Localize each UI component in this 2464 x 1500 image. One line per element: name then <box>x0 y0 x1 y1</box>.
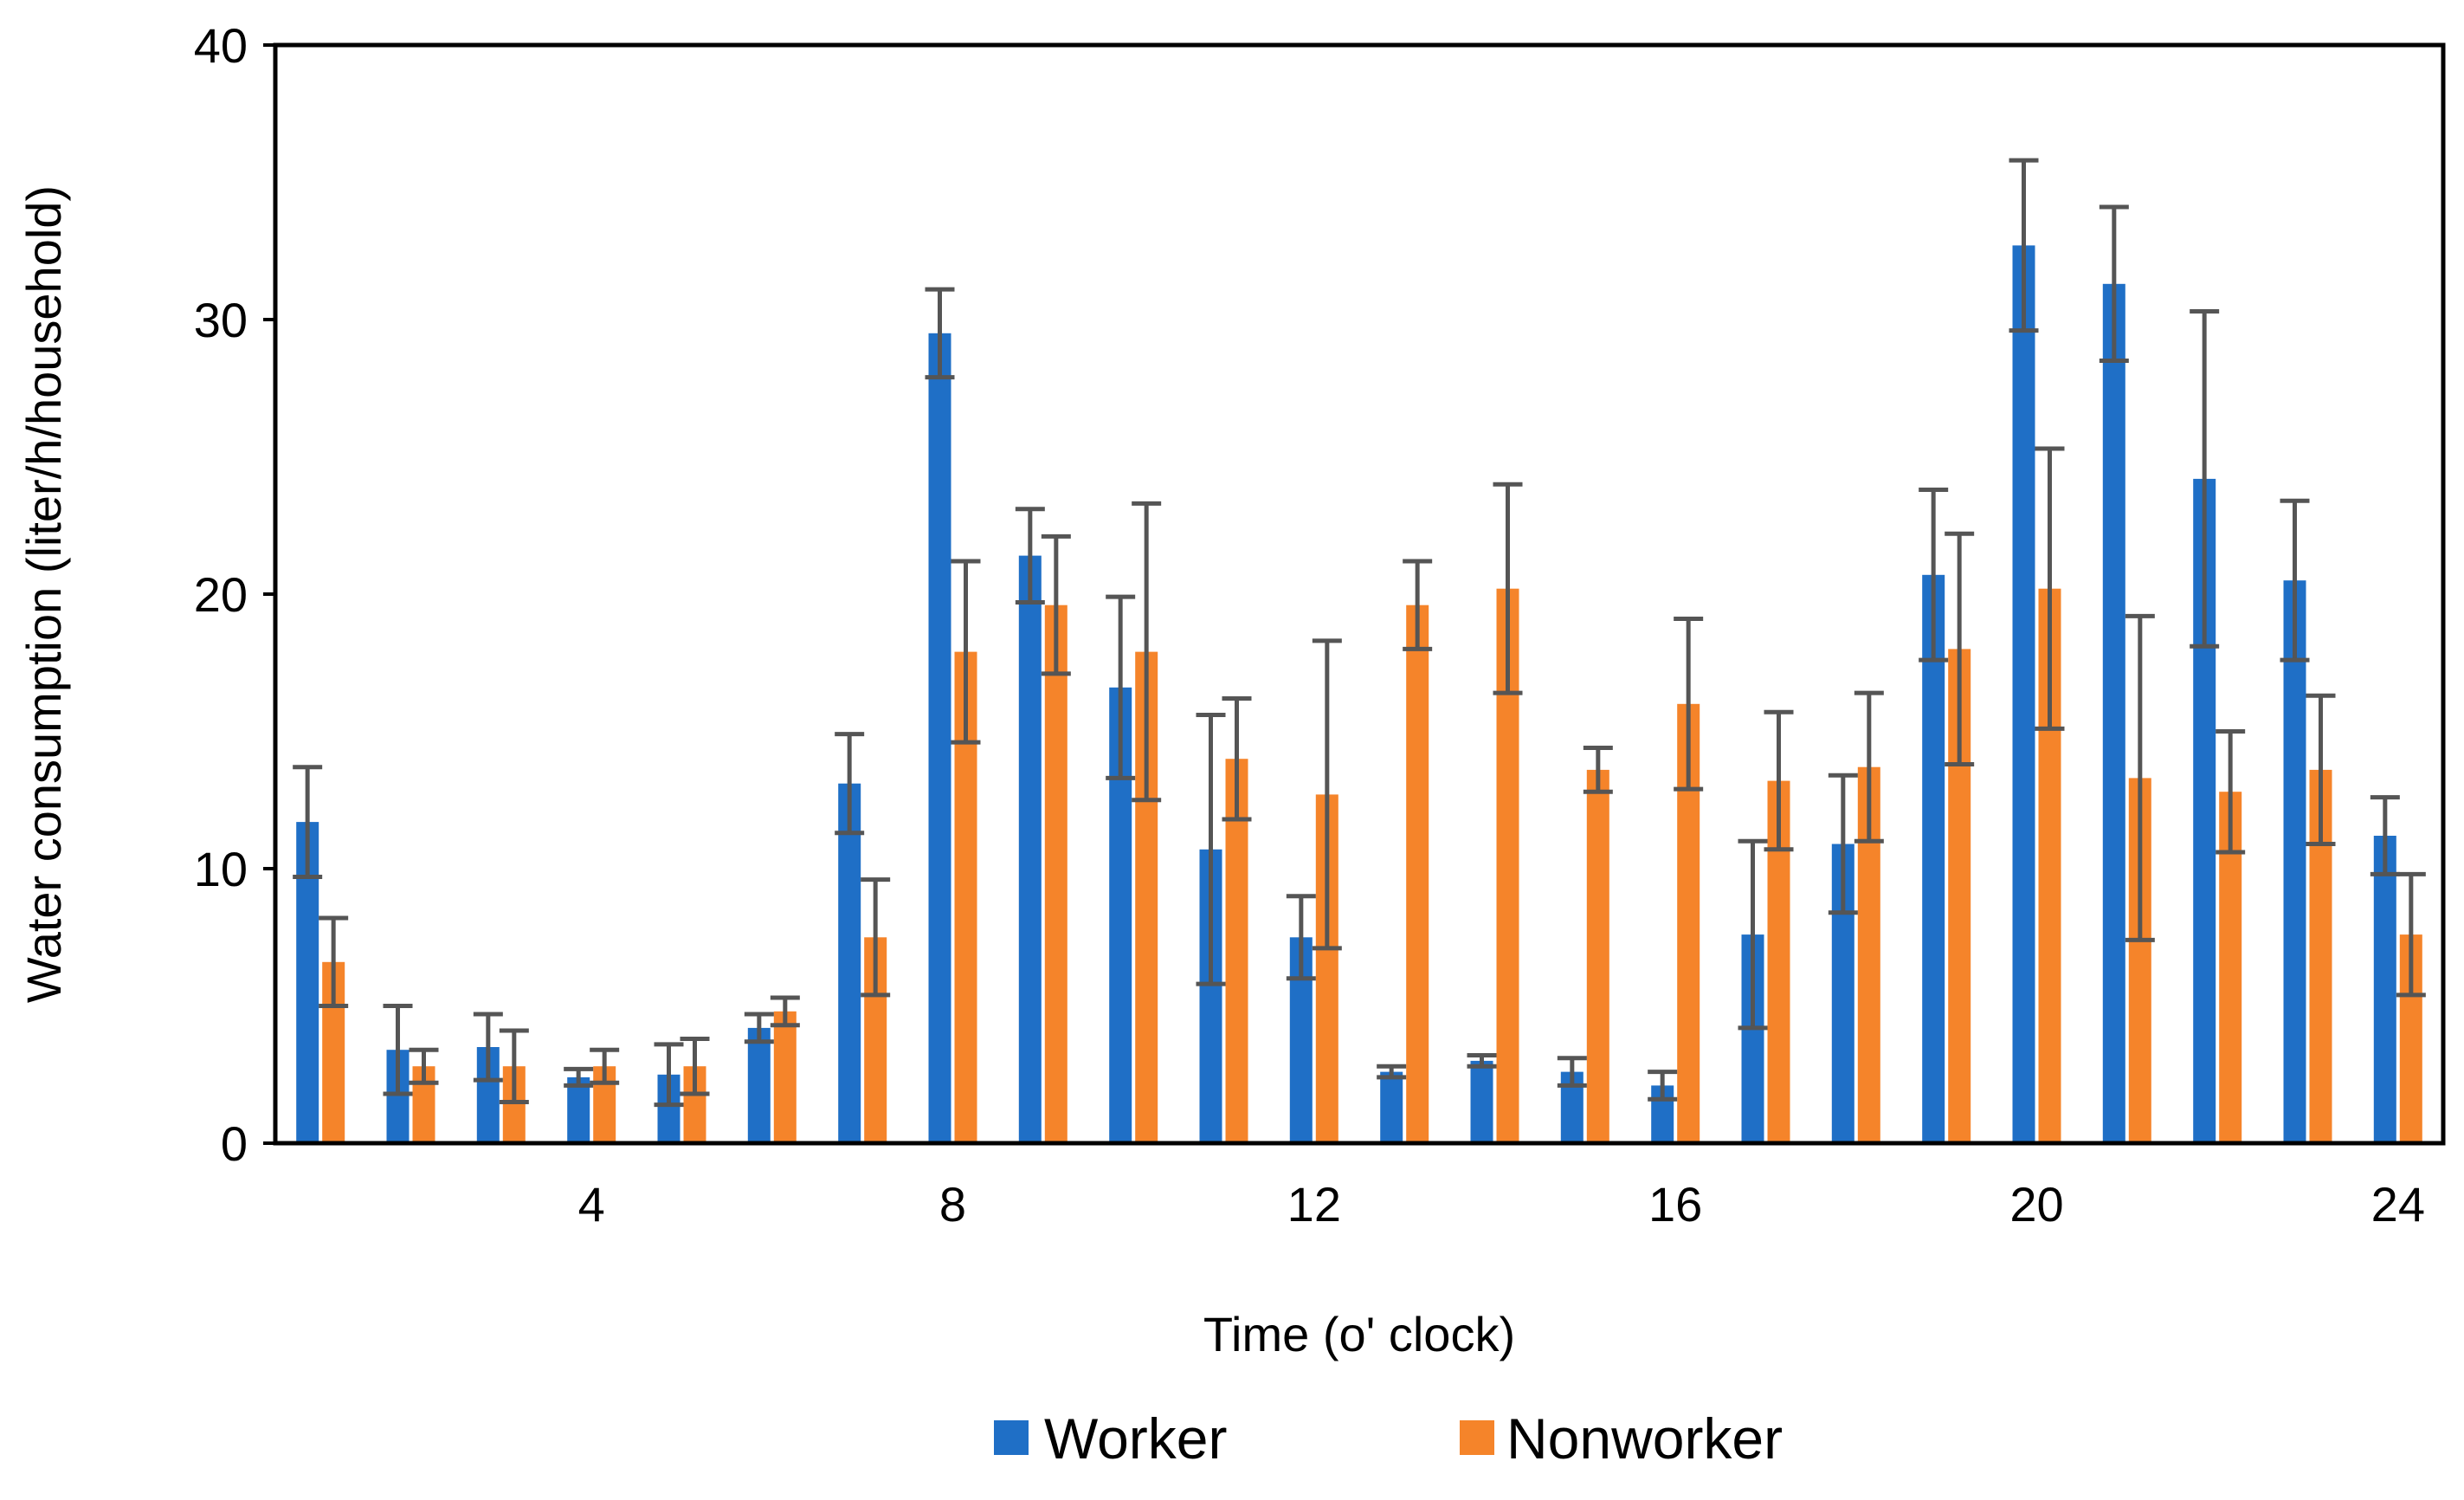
legend-swatch-nonworker <box>1460 1420 1494 1455</box>
x-tick-label-16: 16 <box>1648 1177 1702 1232</box>
errorbar-nonworker-18 <box>1854 690 1884 844</box>
errorbar-worker-22 <box>2190 308 2220 649</box>
errorbar-worker-10 <box>1106 594 1136 780</box>
errorbar-nonworker-12 <box>1312 638 1342 951</box>
errorbar-nonworker-22 <box>2216 729 2246 855</box>
errorbar-nonworker-23 <box>2306 693 2336 846</box>
y-axis: 0 10 20 30 40 <box>194 18 275 1171</box>
errorbar-nonworker-15 <box>1583 746 1613 794</box>
x-tick-label-24: 24 <box>2371 1177 2425 1232</box>
errorbar-worker-4 <box>564 1066 594 1088</box>
bar-worker-4 <box>567 1077 590 1143</box>
errorbar-worker-5 <box>654 1042 684 1108</box>
errorbar-nonworker-9 <box>1041 533 1071 676</box>
errorbar-worker-2 <box>383 1004 413 1096</box>
errorbar-worker-19 <box>1919 488 1949 663</box>
bar-worker-14 <box>1470 1060 1493 1143</box>
y-axis-label: Water consumption (liter/h/household) <box>16 185 71 1003</box>
x-tick-label-12: 12 <box>1287 1177 1341 1232</box>
bar-worker-9 <box>1018 555 1042 1143</box>
bar-worker-21 <box>2102 283 2125 1143</box>
legend-swatch-worker <box>994 1420 1029 1455</box>
bar-nonworker-11 <box>1225 759 1248 1143</box>
errorbar-nonworker-11 <box>1222 695 1252 822</box>
errorbar-nonworker-5 <box>680 1037 710 1096</box>
bar-worker-7 <box>838 783 861 1143</box>
y-tick-label-30: 30 <box>194 293 248 347</box>
errorbar-nonworker-4 <box>590 1047 620 1085</box>
y-tick-label-20: 20 <box>194 567 248 622</box>
errorbar-worker-12 <box>1286 894 1316 981</box>
x-tick-label-20: 20 <box>2009 1177 2063 1232</box>
bar-worker-6 <box>747 1027 771 1143</box>
errorbar-worker-3 <box>473 1012 503 1083</box>
errorbar-worker-16 <box>1648 1070 1678 1102</box>
errorbar-nonworker-8 <box>951 559 981 745</box>
bar-worker-13 <box>1380 1071 1403 1143</box>
errorbar-nonworker-20 <box>2035 446 2065 731</box>
bar-worker-23 <box>2283 580 2306 1143</box>
bars-layer <box>296 245 2422 1144</box>
errorbar-nonworker-10 <box>1132 501 1162 803</box>
x-tick-label-8: 8 <box>939 1177 966 1232</box>
legend-label-nonworker: Nonworker <box>1506 1406 1783 1471</box>
errorbar-worker-9 <box>1015 507 1045 605</box>
legend: Worker Nonworker <box>994 1406 1783 1471</box>
errorbar-worker-24 <box>2370 795 2400 876</box>
errorbar-nonworker-14 <box>1493 482 1523 695</box>
errorbar-worker-20 <box>2009 158 2039 333</box>
errorbar-worker-7 <box>835 732 865 836</box>
y-tick-label-0: 0 <box>221 1116 248 1171</box>
bar-worker-24 <box>2373 836 2396 1143</box>
errorbar-nonworker-16 <box>1674 617 1704 792</box>
errorbar-nonworker-24 <box>2396 871 2426 998</box>
errorbar-worker-18 <box>1828 773 1858 915</box>
errorbar-worker-13 <box>1377 1064 1407 1080</box>
errorbar-nonworker-7 <box>861 877 891 998</box>
y-tick-label-40: 40 <box>194 18 248 73</box>
errorbar-nonworker-13 <box>1403 559 1433 651</box>
errorbar-nonworker-21 <box>2125 613 2155 942</box>
bar-worker-19 <box>1922 574 1945 1143</box>
bar-worker-8 <box>928 333 951 1143</box>
errorbar-nonworker-19 <box>1945 531 1975 767</box>
errorbar-worker-23 <box>2280 498 2310 663</box>
errorbar-nonworker-6 <box>770 995 800 1028</box>
bar-nonworker-6 <box>773 1011 797 1143</box>
errorbar-worker-6 <box>744 1012 774 1044</box>
errorbar-nonworker-2 <box>409 1047 439 1085</box>
x-tick-label-4: 4 <box>578 1177 605 1232</box>
x-axis: 4 8 12 16 20 24 <box>578 1177 2425 1232</box>
errorbar-worker-11 <box>1196 712 1226 986</box>
errorbar-worker-14 <box>1467 1053 1497 1069</box>
errorbar-nonworker-17 <box>1764 709 1794 852</box>
bar-nonworker-15 <box>1586 769 1609 1143</box>
errorbar-nonworker-3 <box>499 1028 529 1104</box>
errorbar-worker-1 <box>293 765 323 880</box>
bar-worker-20 <box>2012 245 2035 1143</box>
errorbar-worker-15 <box>1557 1056 1587 1088</box>
x-axis-label: Time (o' clock) <box>1203 1307 1515 1361</box>
y-tick-label-10: 10 <box>194 842 248 896</box>
errorbar-worker-21 <box>2099 204 2129 364</box>
legend-label-worker: Worker <box>1044 1406 1227 1471</box>
errorbar-worker-17 <box>1738 838 1768 1031</box>
bar-nonworker-13 <box>1406 605 1429 1143</box>
errorbar-nonworker-1 <box>319 915 349 1008</box>
bar-nonworker-9 <box>1044 605 1068 1143</box>
errorbar-worker-8 <box>925 287 955 380</box>
errorbars-layer <box>293 158 2426 1108</box>
